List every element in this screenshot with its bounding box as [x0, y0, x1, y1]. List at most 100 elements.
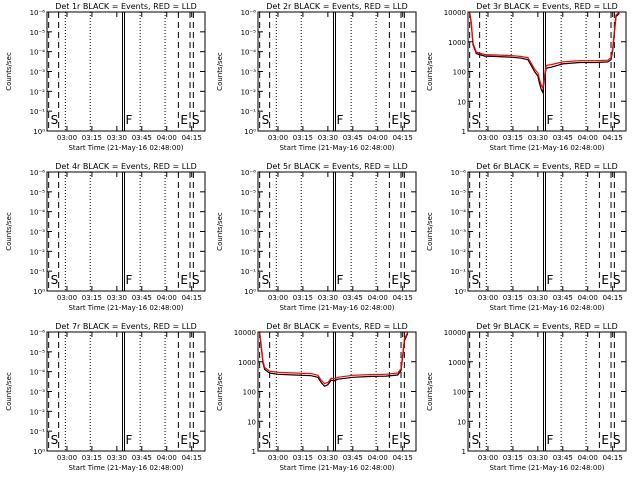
y-tick-label: 10⁻³: [30, 389, 46, 397]
x-tick-label: 04:00: [368, 454, 388, 462]
x-tick-label: 04:15: [603, 454, 623, 462]
x-tick-label: 03:45: [132, 134, 152, 142]
x-tick-label: 03:45: [343, 294, 363, 302]
y-tick-label: 10⁻¹: [30, 108, 46, 116]
marker-label: S: [192, 113, 200, 127]
y-tick-label: 10⁻⁴: [241, 49, 257, 57]
y-tick-label: 10⁻⁶: [241, 9, 257, 17]
x-tick-label: 03:15: [293, 454, 313, 462]
x-tick-label: 04:00: [368, 294, 388, 302]
marker-label: F: [126, 273, 133, 287]
y-tick-label: 10⁻¹: [30, 428, 46, 436]
y-tick-label: 10⁻¹: [30, 268, 46, 276]
x-tick-label: 04:00: [157, 134, 177, 142]
y-tick-label: 10⁻⁵: [30, 29, 46, 37]
y-tick-label: 10: [457, 98, 466, 106]
y-tick-label: 1: [252, 448, 256, 456]
marker-label: S: [613, 113, 621, 127]
x-tick-label: 03:15: [503, 134, 523, 142]
x-tick-label: 03:00: [268, 134, 288, 142]
y-axis-title: Counts/sec: [5, 52, 13, 91]
y-tick-label: 10⁻¹: [241, 268, 257, 276]
x-tick-label: 04:15: [393, 134, 413, 142]
marker-label: E: [391, 433, 399, 447]
y-tick-label: 10⁻⁶: [30, 169, 46, 177]
x-tick-label: 03:00: [268, 454, 288, 462]
x-tick-label: 04:00: [157, 454, 177, 462]
marker-label: F: [337, 113, 344, 127]
marker-label: F: [547, 113, 554, 127]
x-tick-label: 03:00: [268, 294, 288, 302]
y-tick-label: 10⁻²: [30, 248, 46, 256]
series-line: [259, 333, 409, 388]
x-axis-title: Start Time (21-May-16 02:48:00): [279, 464, 394, 472]
y-tick-label: 10⁻³: [241, 229, 257, 237]
y-tick-label: 10⁻¹: [451, 268, 467, 276]
chart-title: Det 6r BLACK = Events, RED = LLD: [476, 162, 618, 171]
x-tick-label: 03:15: [503, 454, 523, 462]
y-tick-label: 10⁻³: [241, 69, 257, 77]
y-tick-label: 10⁻⁶: [241, 169, 257, 177]
x-tick-label: 03:15: [503, 294, 523, 302]
x-axis-title: Start Time (21-May-16 02:48:00): [489, 144, 604, 152]
marker-label: S: [51, 273, 59, 287]
marker-label: S: [262, 273, 270, 287]
x-tick-label: 03:15: [82, 134, 102, 142]
chart-title: Det 3r BLACK = Events, RED = LLD: [476, 2, 618, 11]
y-tick-label: 10000: [444, 9, 466, 17]
x-tick-label: 03:45: [343, 134, 363, 142]
marker-label: S: [472, 113, 480, 127]
marker-label: E: [180, 113, 188, 127]
series-line: [469, 11, 620, 90]
y-tick-label: 10⁻⁴: [30, 209, 46, 217]
marker-label: E: [180, 273, 188, 287]
y-tick-label: 10⁻⁶: [30, 9, 46, 17]
y-tick-label: 1: [462, 448, 466, 456]
y-tick-label: 10⁻²: [241, 248, 257, 256]
y-axis-title: Counts/sec: [216, 52, 224, 91]
x-tick-label: 03:45: [553, 134, 573, 142]
y-tick-label: 10⁻⁵: [30, 189, 46, 197]
y-tick-label: 10⁻¹: [241, 108, 257, 116]
y-tick-label: 10: [457, 418, 466, 426]
y-tick-label: 10⁻⁴: [241, 209, 257, 217]
x-tick-label: 03:00: [57, 294, 77, 302]
y-tick-label: 1: [462, 128, 466, 136]
x-axis-title: Start Time (21-May-16 02:48:00): [489, 304, 604, 312]
y-tick-label: 10⁰: [33, 128, 45, 136]
x-tick-label: 03:30: [528, 294, 548, 302]
marker-label: S: [192, 273, 200, 287]
x-tick-label: 03:30: [528, 134, 548, 142]
y-tick-label: 10⁰: [33, 288, 45, 296]
marker-label: F: [126, 113, 133, 127]
y-tick-label: 10000: [234, 329, 256, 337]
x-tick-label: 04:15: [603, 134, 623, 142]
x-tick-label: 03:00: [478, 294, 498, 302]
y-tick-label: 10⁰: [244, 288, 256, 296]
x-tick-label: 04:00: [157, 294, 177, 302]
y-axis-title: Counts/sec: [5, 212, 13, 251]
y-tick-label: 10⁻⁶: [30, 329, 46, 337]
x-tick-label: 03:45: [132, 294, 152, 302]
y-tick-label: 1000: [448, 359, 466, 367]
y-axis-title: Counts/sec: [426, 212, 434, 251]
x-tick-label: 03:45: [553, 294, 573, 302]
x-tick-label: 03:30: [107, 454, 127, 462]
y-tick-label: 100: [243, 389, 256, 397]
y-tick-label: 10⁻⁴: [30, 369, 46, 377]
y-axis-title: Counts/sec: [426, 372, 434, 411]
y-tick-label: 10⁻⁵: [451, 189, 467, 197]
x-tick-label: 04:15: [603, 294, 623, 302]
x-tick-label: 04:15: [182, 294, 202, 302]
marker-label: S: [403, 273, 411, 287]
marker-label: S: [403, 113, 411, 127]
y-tick-label: 10⁰: [244, 128, 256, 136]
y-tick-label: 10⁻³: [30, 229, 46, 237]
x-tick-label: 04:15: [393, 294, 413, 302]
x-tick-label: 04:15: [182, 454, 202, 462]
y-tick-label: 100: [453, 389, 466, 397]
